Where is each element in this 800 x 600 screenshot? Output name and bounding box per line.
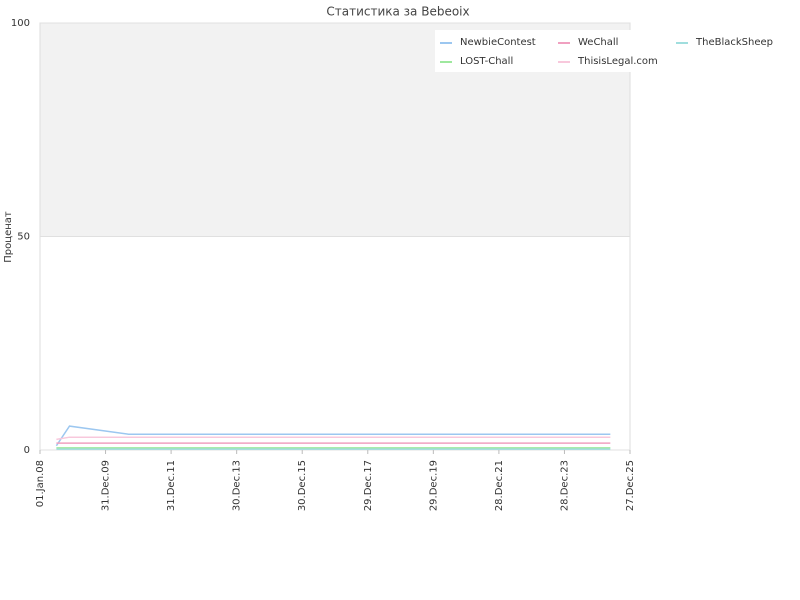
x-tick-label: 28.Dec.21 bbox=[494, 460, 505, 511]
y-tick-label: 50 bbox=[17, 232, 30, 243]
series-line bbox=[55, 425, 611, 447]
legend-label: WeChall bbox=[578, 37, 618, 48]
x-tick-label: 29.Dec.19 bbox=[428, 460, 439, 511]
legend-box bbox=[435, 30, 795, 72]
series-line bbox=[56, 436, 611, 441]
x-tick-label: 31.Dec.11 bbox=[166, 460, 177, 511]
x-tick-label: 27.Dec.25 bbox=[625, 460, 636, 511]
chart-title: Статистика за Bebeoix bbox=[326, 5, 469, 19]
y-axis-label: Проценат bbox=[3, 211, 14, 263]
legend-label: NewbieContest bbox=[460, 37, 536, 48]
x-tick-label: 01.Jan.08 bbox=[35, 460, 46, 507]
plot-band bbox=[40, 236, 630, 450]
x-tick-label: 29.Dec.17 bbox=[363, 460, 374, 511]
legend-label: LOST-Chall bbox=[460, 56, 513, 67]
x-tick-label: 28.Dec.23 bbox=[559, 460, 570, 511]
y-tick-label: 100 bbox=[11, 18, 30, 29]
y-tick-label: 0 bbox=[24, 445, 30, 456]
legend-label: ThisisLegal.com bbox=[577, 56, 658, 67]
x-tick-label: 30.Dec.15 bbox=[297, 460, 308, 511]
x-tick-label: 30.Dec.13 bbox=[232, 460, 243, 511]
x-tick-label: 31.Dec.09 bbox=[101, 460, 112, 511]
legend-label: TheBlackSheep bbox=[695, 37, 773, 48]
